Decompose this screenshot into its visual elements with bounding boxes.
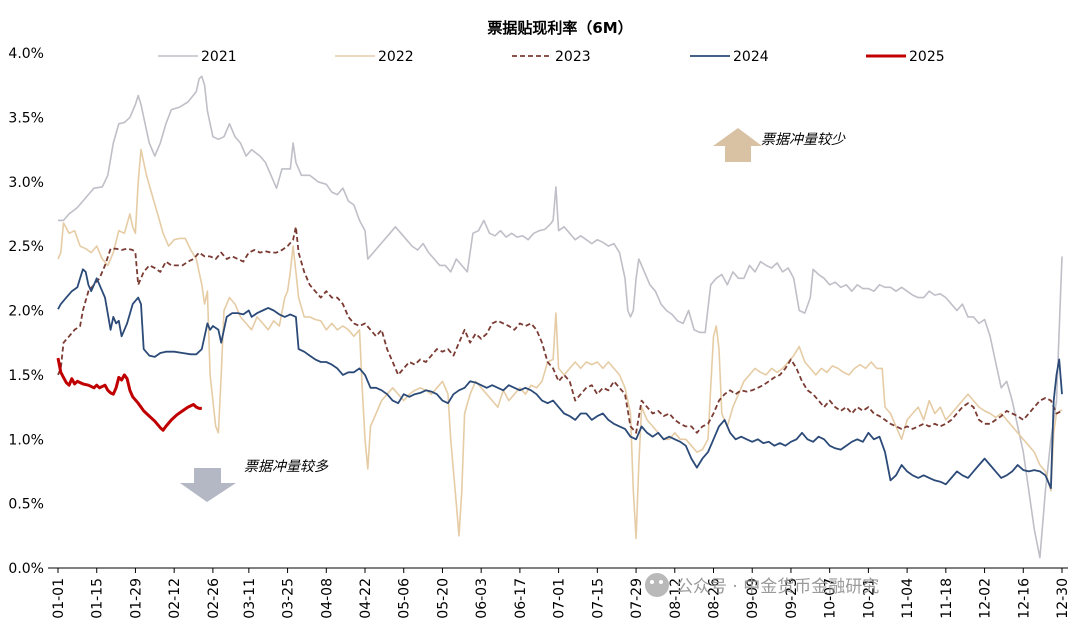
x-tick-label: 07-29: [629, 578, 645, 619]
series-line-2021: [58, 75, 1063, 559]
annotations: 票据冲量较少 票据冲量较多: [180, 128, 846, 502]
x-tick-label: 05-06: [397, 578, 413, 619]
x-tick-label: 02-26: [206, 578, 222, 619]
legend-label-2021: 2021: [201, 49, 237, 65]
x-tick-label: 07-15: [590, 578, 606, 619]
y-tick-label: 2.5%: [8, 239, 44, 255]
annotation-more-impact: 票据冲量较多: [244, 459, 329, 475]
watermark-text: 公众号 · 中金货币金融研究: [676, 577, 879, 597]
y-tick-label: 3.0%: [8, 175, 44, 191]
x-tick-label: 12-30: [1055, 578, 1071, 619]
y-tick-label: 0.5%: [8, 497, 44, 513]
y-axis: 0.0% 0.5% 1.0% 1.5% 2.0% 2.5% 3.0% 3.5% 4.0%: [8, 46, 44, 577]
series-line-2023: [57, 225, 1063, 434]
x-tick-label: 01-01: [51, 578, 67, 619]
x-tick-label: 08-26: [707, 578, 723, 619]
legend-label-2023: 2023: [555, 49, 591, 65]
x-tick-label: 09-23: [784, 578, 800, 619]
arrow-up-icon: [713, 128, 762, 162]
x-tick-label: 01-29: [128, 578, 144, 619]
arrow-down-icon: [180, 468, 236, 502]
chart-title: 票据贴现利率（6M）: [487, 19, 632, 37]
x-tick-label: 03-25: [281, 578, 297, 619]
x-tick-label: 04-22: [358, 578, 374, 619]
x-tick-label: 12-16: [1016, 578, 1032, 619]
series-line-2024: [57, 268, 1063, 490]
y-tick-label: 0.0%: [8, 561, 44, 577]
x-tick-label: 03-11: [242, 578, 258, 619]
annotation-less-impact: 票据冲量较少: [761, 132, 846, 148]
x-tick-label: 02-12: [167, 578, 183, 619]
y-tick-label: 1.0%: [8, 432, 44, 448]
x-tick-label: 07-01: [552, 578, 568, 619]
x-tick-label: 04-08: [319, 578, 335, 619]
x-tick-label: 11-18: [939, 578, 955, 619]
x-tick-label: 12-02: [978, 578, 994, 619]
x-tick-label: 06-17: [513, 578, 529, 619]
y-tick-label: 2.0%: [8, 304, 44, 320]
x-tick-label: 09-09: [745, 578, 761, 619]
legend-label-2025: 2025: [909, 49, 945, 65]
series-line-2025: [56, 357, 202, 432]
wechat-icon: [645, 573, 669, 597]
chart-legend: 2021 2022 2023 2024 2025: [158, 49, 945, 65]
series-layer: [56, 75, 1063, 559]
y-tick-label: 1.5%: [8, 368, 44, 384]
x-tick-label: 11-04: [900, 578, 916, 619]
watermark: 公众号 · 中金货币金融研究: [645, 573, 879, 597]
series-line-2022: [57, 148, 1063, 540]
x-axis: 01-01 01-15 01-29 02-12 02-26 03-11 03-25 04-08…: [48, 567, 1071, 619]
x-tick-label: 08-12: [668, 578, 684, 619]
y-tick-label: 3.5%: [8, 110, 44, 126]
x-tick-label: 10-21: [861, 578, 877, 619]
legend-label-2024: 2024: [733, 49, 769, 65]
y-tick-label: 4.0%: [8, 46, 44, 62]
x-tick-label: 10-07: [823, 578, 839, 619]
x-tick-label: 01-15: [90, 578, 106, 619]
legend-label-2022: 2022: [378, 49, 414, 65]
x-tick-label: 05-20: [435, 578, 451, 619]
x-tick-label: 06-03: [474, 578, 490, 619]
